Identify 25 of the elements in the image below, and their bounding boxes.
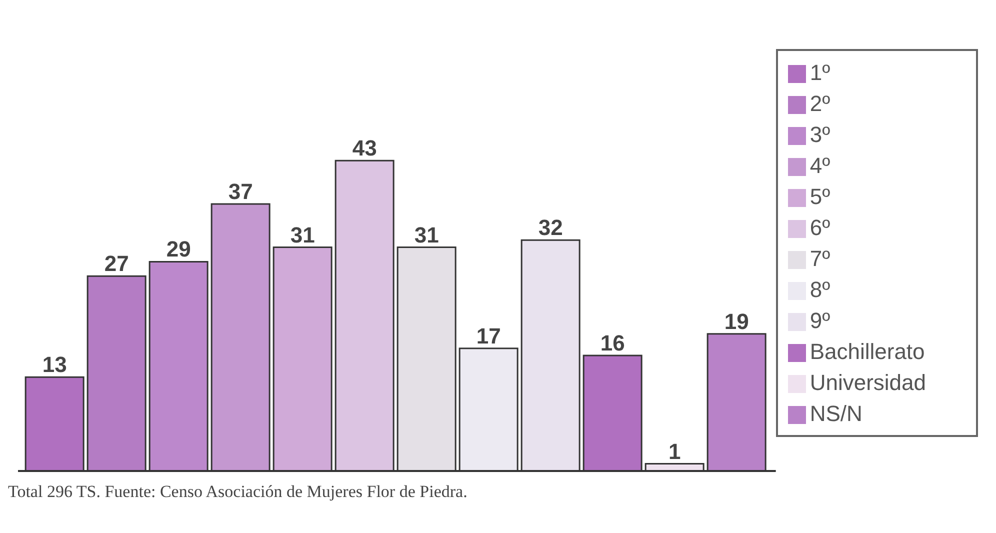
- legend-label: 4º: [810, 153, 830, 178]
- data-label: 32: [538, 215, 563, 240]
- data-label: 19: [724, 308, 749, 334]
- data-label: 13: [42, 352, 67, 378]
- legend-label: 1º: [810, 60, 830, 85]
- legend-label: 2º: [810, 91, 830, 116]
- legend-label: Bachillerato: [810, 339, 925, 364]
- legend-label: 7º: [810, 246, 830, 271]
- legend-label: 8º: [810, 277, 830, 302]
- data-label: 16: [600, 330, 625, 356]
- legend-label: 5º: [810, 184, 830, 209]
- legend-label: NS/N: [810, 401, 862, 426]
- legend-label: 6º: [810, 215, 830, 240]
- legend-label: Universidad: [810, 370, 926, 395]
- data-label: 27: [104, 251, 129, 276]
- data-label: 37: [228, 178, 253, 204]
- data-label: 31: [290, 222, 315, 248]
- data-label: 31: [414, 222, 439, 248]
- data-label: 43: [352, 136, 377, 161]
- data-label: 17: [476, 323, 501, 348]
- legend-label: 9º: [810, 308, 830, 333]
- data-label: 29: [166, 236, 191, 262]
- data-label: 1: [668, 438, 681, 464]
- legend-label: 3º: [810, 122, 830, 147]
- text: Total 296 TS. Fuente: Censo Asociación de Mujeres Flor de Piedra.: [8, 482, 468, 502]
